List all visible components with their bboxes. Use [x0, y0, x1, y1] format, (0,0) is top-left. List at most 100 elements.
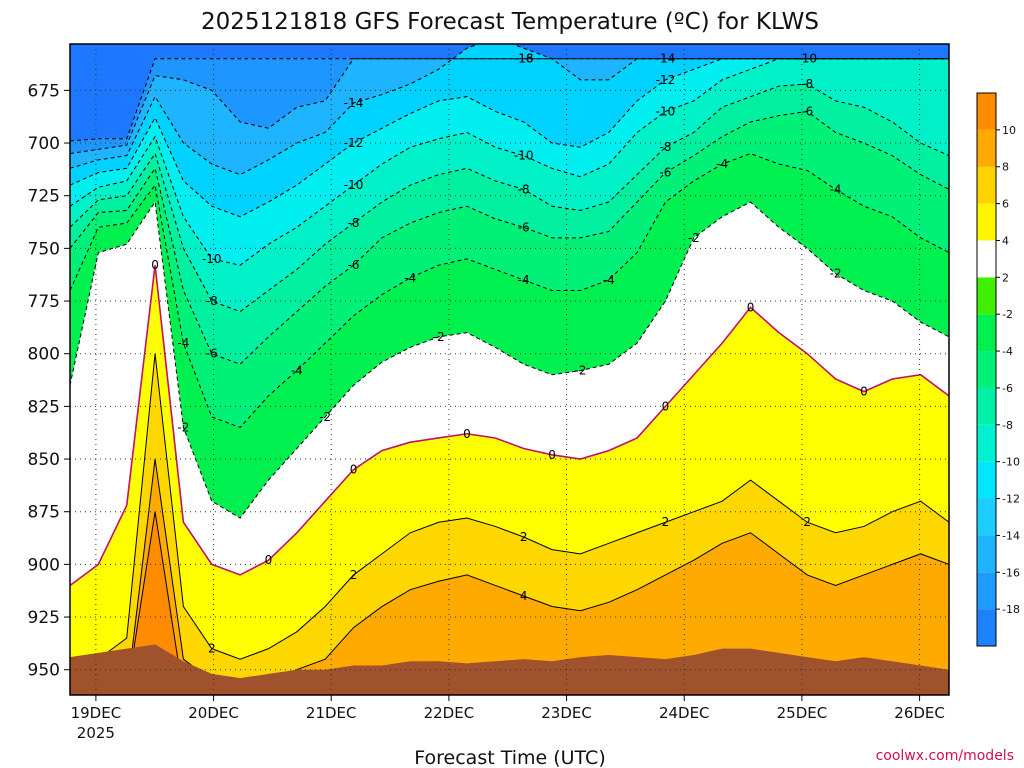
contour-label: -8	[659, 140, 671, 154]
temp-band	[70, 459, 949, 695]
temp-band	[70, 111, 949, 428]
colorbar-swatch	[977, 609, 996, 646]
colorbar-label: -2	[1002, 308, 1013, 321]
contour-label: -10	[202, 252, 222, 266]
x-tick-label: 24DEC	[659, 704, 710, 722]
colorbar-swatch	[977, 387, 996, 425]
contour-label: -4	[404, 271, 416, 285]
contour-label: -6	[348, 258, 360, 272]
temp-band	[70, 58, 949, 266]
isotherm-line	[70, 265, 949, 587]
contour-label: -2	[830, 267, 842, 281]
y-tick-label: 925	[28, 608, 60, 628]
colorbar-swatch	[977, 277, 996, 315]
y-tick-label: 775	[28, 292, 60, 312]
y-tick-label: 900	[28, 555, 60, 575]
contour-label: -6	[801, 104, 813, 118]
isotherm-line	[70, 83, 949, 313]
contour-label: -8	[206, 294, 218, 308]
contour-label: 0	[860, 385, 868, 399]
contour-label: -6	[206, 347, 218, 361]
colorbar-swatch	[977, 166, 996, 204]
y-tick-label: 950	[28, 661, 60, 681]
contour-label: -6	[659, 166, 671, 180]
y-tick-label: 725	[28, 187, 60, 207]
contour-label: -8	[518, 182, 530, 196]
temp-band	[70, 44, 949, 141]
contour-label: -2	[688, 231, 700, 245]
temp-band	[70, 44, 949, 217]
contour-label: -4	[716, 157, 728, 171]
x-tick-label: 25DEC	[777, 704, 828, 722]
x-tick-label: 21DEC	[306, 704, 357, 722]
colorbar-label: -8	[1002, 419, 1013, 432]
y-tick-label: 850	[28, 450, 60, 470]
colorbar-label: -4	[1002, 345, 1013, 358]
grid	[70, 44, 949, 695]
contour-label: -6	[518, 220, 530, 234]
contour-label: -4	[177, 336, 189, 350]
y-tick-label: 875	[28, 503, 60, 523]
colorbar-label: 6	[1002, 198, 1009, 211]
y-tick-label: 800	[28, 345, 60, 365]
terrain	[70, 644, 949, 695]
colorbar-swatch	[977, 461, 996, 499]
contour-label: -2	[574, 364, 586, 378]
contour-label: -14	[656, 52, 676, 66]
y-tick-label: 750	[28, 239, 60, 259]
temp-band	[70, 84, 949, 365]
x-tick-label: 23DEC	[541, 704, 592, 722]
contour-label: -12	[656, 73, 676, 87]
colorbar-swatch	[977, 572, 996, 610]
contour-label: 0	[548, 448, 556, 462]
isotherm-line	[70, 200, 949, 519]
colorbar-label: 4	[1002, 234, 1009, 247]
temp-band	[70, 353, 949, 695]
colorbar-label: -6	[1002, 382, 1013, 395]
contour-label: 0	[662, 399, 670, 413]
colorbar-swatch	[977, 240, 996, 278]
colorbar-label: -16	[1002, 566, 1020, 579]
isotherm-line	[70, 110, 949, 365]
temp-band	[70, 202, 949, 586]
x-axis: 19DEC 20DEC 21DEC 22DEC 23DEC 24DEC 25DEC 26DEC	[71, 695, 945, 722]
x-tick-label: 26DEC	[894, 704, 945, 722]
colorbar-label: -10	[1002, 456, 1020, 469]
temp-band	[70, 44, 949, 175]
chart-title: 2025121818 GFS Forecast Temperature (ºC)…	[201, 9, 819, 35]
contour-label: 2	[208, 642, 216, 656]
x-year-label: 2025	[77, 724, 115, 742]
colorbar-swatch	[977, 93, 996, 130]
contour-label: 0	[463, 427, 471, 441]
isotherm-line	[70, 58, 949, 266]
colorbar-frame	[976, 92, 997, 647]
contour-label: -4	[603, 273, 615, 287]
x-axis-title: Forecast Time (UTC)	[414, 747, 605, 768]
contour-label: -16	[514, 52, 534, 66]
x-tick-label: 19DEC	[71, 704, 122, 722]
contour-label: -10	[797, 52, 817, 66]
colorbar-label: -18	[1002, 603, 1020, 616]
contour-label: -4	[518, 273, 530, 287]
contour-label: -2	[319, 410, 331, 424]
contour-label: 2	[350, 568, 358, 582]
contour-label: 4	[520, 589, 528, 603]
contour-label: 2	[662, 515, 670, 529]
isotherm-line	[70, 153, 949, 429]
colorbar-label: 8	[1002, 161, 1009, 174]
x-tick-label: 20DEC	[188, 704, 239, 722]
colorbar-label: 2	[1002, 271, 1009, 284]
isotherm-line	[70, 353, 949, 660]
plot-frame	[69, 43, 950, 696]
contour-label: 2	[520, 530, 528, 544]
temp-band	[70, 265, 949, 660]
credit-text: coolwx.com/models	[876, 748, 1014, 764]
contour-label: -14	[344, 96, 364, 110]
colorbar-swatch	[977, 314, 996, 352]
colorbar-swatch	[977, 203, 996, 241]
y-tick-label: 825	[28, 397, 60, 417]
colorbar-swatch	[977, 351, 996, 388]
x-tick-label: 22DEC	[424, 704, 475, 722]
terrain-fill	[70, 644, 949, 695]
contour-label: 0	[151, 258, 159, 272]
